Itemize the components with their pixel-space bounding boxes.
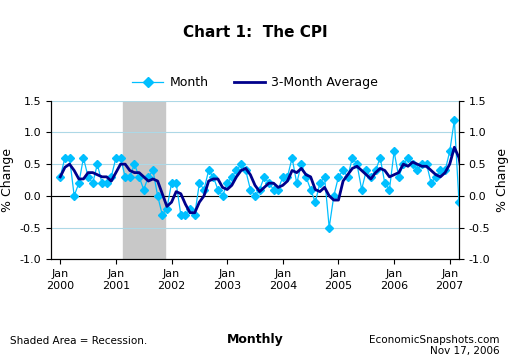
Line: 3-Month Average: 3-Month Average [60,147,491,213]
3-Month Average [488,172,494,177]
Bar [123,101,164,259]
Text: Monthly: Monthly [226,333,283,346]
Legend: Month, 3-Month Average: Month, 3-Month Average [127,71,382,94]
3-Month Average [229,183,235,188]
3-Month Average [242,166,248,171]
3-Month Average [57,175,63,179]
Text: Chart 1:  The CPI: Chart 1: The CPI [182,25,327,40]
Month [131,162,137,166]
3-Month Average [187,211,193,215]
Month [381,181,387,185]
Month [460,232,466,236]
Text: EconomicSnapshots.com
Nov 17, 2006: EconomicSnapshots.com Nov 17, 2006 [369,335,499,356]
3-Month Average [131,170,137,175]
Month [57,175,63,179]
3-Month Average [321,185,327,190]
Month [450,118,457,122]
Month [238,162,244,166]
Month [316,181,322,185]
Month [488,175,494,179]
3-Month Average [168,200,174,204]
3-Month Average [386,175,392,179]
Text: Shaded Area = Recession.: Shaded Area = Recession. [10,336,147,346]
Month [223,181,230,185]
Line: Month: Month [57,117,494,237]
Y-axis label: % Change: % Change [495,148,508,212]
Month [168,181,174,185]
Y-axis label: % Change: % Change [1,148,14,212]
3-Month Average [450,145,457,149]
